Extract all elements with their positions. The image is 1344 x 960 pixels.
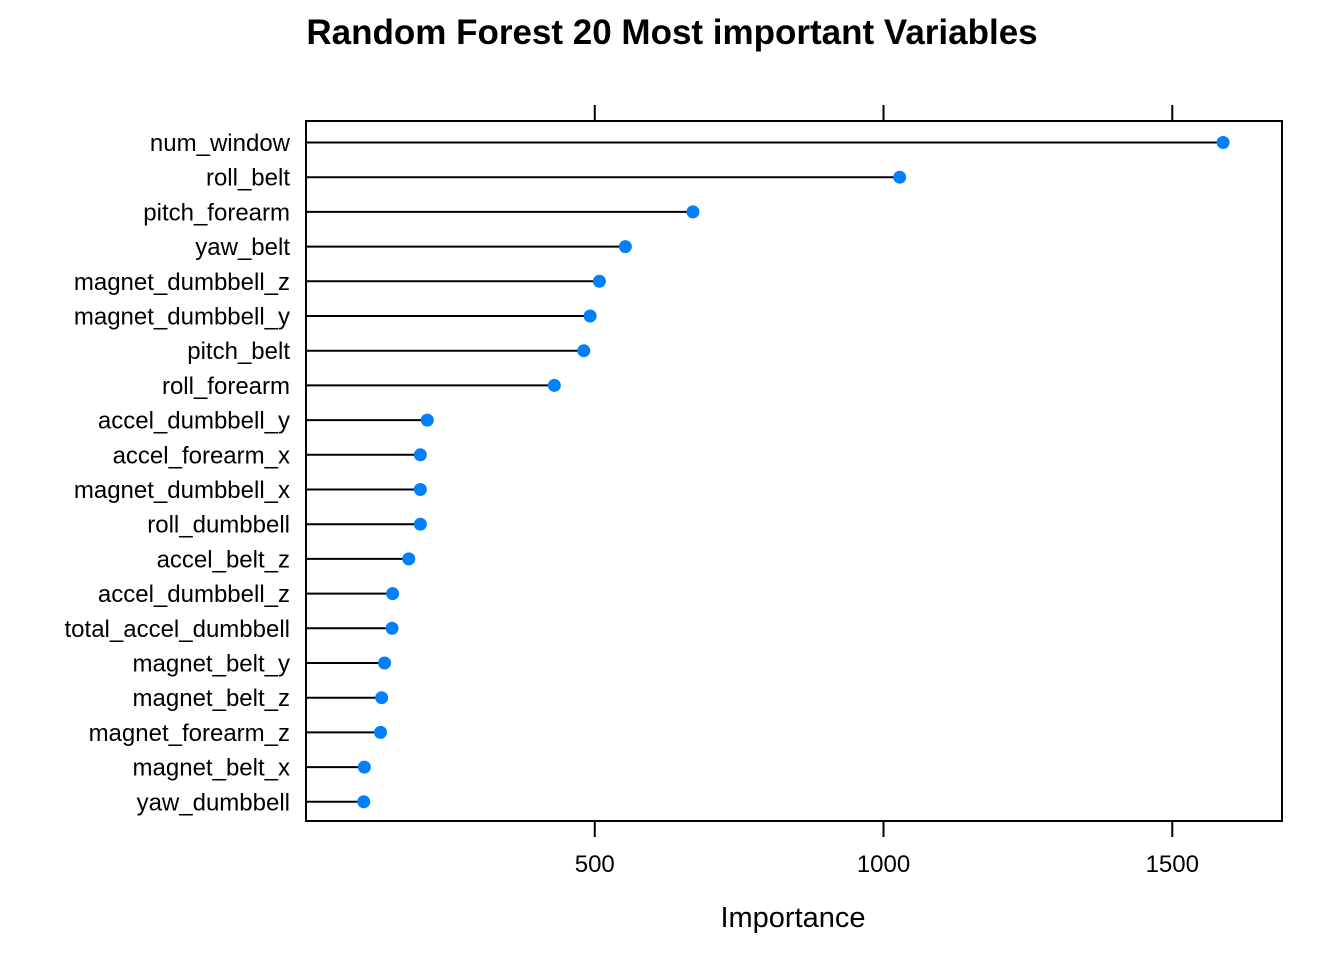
- chart-title: Random Forest 20 Most important Variable…: [306, 13, 1037, 52]
- variable-label: pitch_belt: [187, 338, 290, 365]
- plot-frame: [305, 120, 1283, 822]
- x-tick-label: 500: [575, 851, 615, 878]
- variable-label: roll_forearm: [162, 373, 290, 400]
- importance-point: [583, 309, 597, 323]
- importance-point: [386, 587, 400, 601]
- importance-point: [618, 240, 632, 254]
- importance-point: [413, 483, 427, 496]
- variable-label: accel_dumbbell_y: [98, 408, 290, 435]
- importance-point: [547, 378, 561, 392]
- importance-point: [375, 691, 389, 705]
- variable-label: magnet_belt_x: [133, 755, 290, 782]
- importance-point: [402, 552, 416, 566]
- importance-point: [592, 274, 606, 288]
- importance-point: [357, 760, 371, 774]
- variable-label: roll_dumbbell: [147, 512, 290, 539]
- importance-point: [373, 725, 387, 739]
- importance-point: [378, 656, 392, 670]
- variable-label: magnet_dumbbell_y: [74, 304, 290, 331]
- importance-point: [1216, 136, 1230, 149]
- variable-label: yaw_belt: [195, 234, 290, 261]
- x-tick-labels: 500 1000 1500: [575, 851, 1199, 878]
- importance-point: [413, 448, 427, 462]
- variable-labels: num_window roll_belt pitch_forearm yaw_belt…: [65, 130, 291, 816]
- bottom-ticks: [593, 821, 1174, 837]
- variable-label: num_window: [150, 130, 291, 157]
- variable-label: accel_dumbbell_z: [98, 581, 290, 608]
- variable-label: magnet_belt_y: [133, 651, 290, 678]
- importance-point: [385, 621, 399, 635]
- variable-label: accel_forearm_x: [113, 442, 290, 469]
- variable-label: roll_belt: [206, 165, 290, 192]
- x-axis-label: Importance: [720, 902, 865, 934]
- variable-label: accel_belt_z: [157, 546, 290, 573]
- variable-label: magnet_forearm_z: [89, 720, 290, 747]
- importance-points: [357, 136, 1230, 809]
- x-tick-label: 1000: [857, 851, 910, 878]
- variable-label: total_accel_dumbbell: [65, 616, 290, 643]
- variable-label: magnet_dumbbell_x: [74, 477, 290, 504]
- importance-point: [413, 517, 427, 531]
- variable-label: magnet_dumbbell_z: [74, 269, 290, 296]
- x-tick-label: 1500: [1146, 851, 1199, 878]
- top-ticks: [593, 105, 1174, 121]
- importance-segments: [306, 141, 1224, 803]
- importance-point: [893, 170, 907, 184]
- variable-label: pitch_forearm: [143, 199, 290, 226]
- importance-point: [577, 344, 591, 358]
- importance-point: [686, 205, 700, 219]
- importance-point: [420, 413, 434, 427]
- importance-point: [357, 795, 371, 809]
- variable-label: magnet_belt_z: [133, 685, 290, 712]
- variable-label: yaw_dumbbell: [137, 789, 290, 816]
